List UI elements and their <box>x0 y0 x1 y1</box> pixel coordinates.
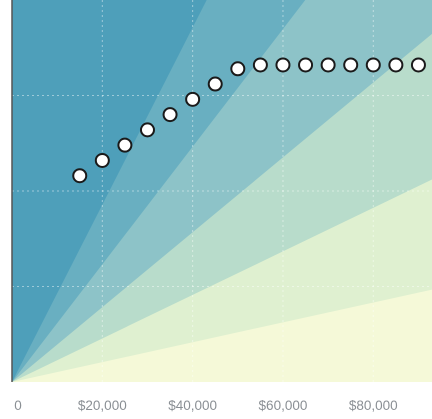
data-point <box>139 122 155 138</box>
x-tick-label: $60,000 <box>259 398 308 413</box>
data-point <box>94 152 110 168</box>
data-point <box>320 57 336 73</box>
data-point <box>162 107 178 123</box>
background-bands <box>12 0 432 382</box>
data-points <box>72 57 426 184</box>
x-tick-label: $20,000 <box>78 398 127 413</box>
data-point <box>365 57 381 73</box>
x-axis-ticks: 0 $20,000 $40,000 $60,000 $80,000 <box>14 398 397 413</box>
x-tick-label: $80,000 <box>349 398 398 413</box>
gridlines <box>12 0 432 382</box>
data-point <box>298 57 314 73</box>
data-point <box>252 57 268 73</box>
data-point <box>230 61 246 77</box>
data-point <box>343 57 359 73</box>
data-point <box>117 137 133 153</box>
data-point <box>185 91 201 107</box>
x-tick-label: 0 <box>14 398 22 413</box>
data-point <box>72 168 88 184</box>
x-tick-label: $40,000 <box>168 398 217 413</box>
data-point <box>410 57 426 73</box>
data-point <box>388 57 404 73</box>
band-1 <box>12 289 432 382</box>
data-point <box>275 57 291 73</box>
data-point <box>207 76 223 92</box>
